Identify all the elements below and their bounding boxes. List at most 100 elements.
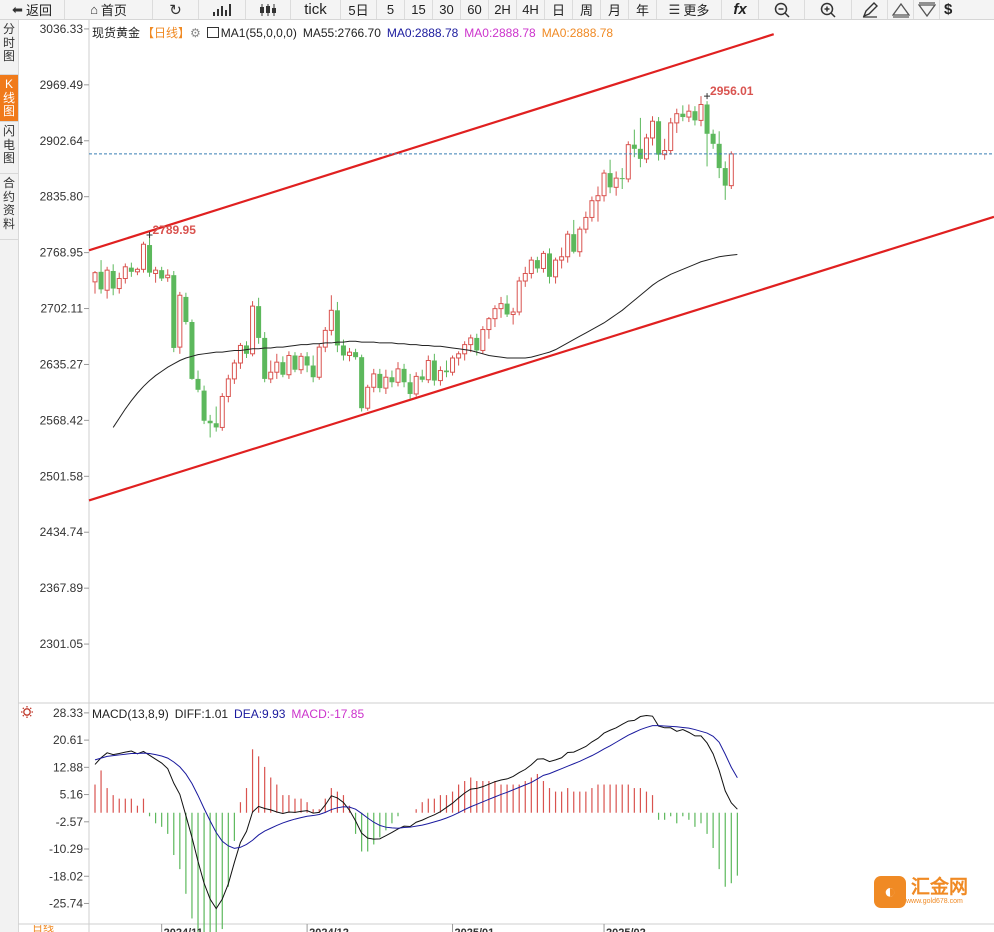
candle-body-up bbox=[395, 368, 401, 383]
candle-body-up bbox=[425, 360, 431, 381]
triangle-up-icon bbox=[891, 2, 910, 18]
back-button[interactable]: ⬅ 返回 bbox=[0, 0, 65, 19]
candle-body-down bbox=[704, 104, 710, 134]
triangle-down-button[interactable] bbox=[914, 0, 940, 19]
macd-tick-label: 12.88 bbox=[53, 760, 83, 774]
candle-body-down bbox=[256, 306, 262, 338]
price-tick-label: 2635.27 bbox=[40, 357, 84, 371]
watermark-name: 汇金网 bbox=[911, 877, 969, 898]
candle-body-up bbox=[492, 308, 498, 320]
candle-body-down bbox=[619, 178, 625, 180]
period-4h[interactable]: 4H bbox=[517, 0, 545, 19]
macd-params: MACD(13,8,9) bbox=[92, 707, 169, 721]
candle-body-up bbox=[643, 137, 649, 160]
macd-tick-label: -18.02 bbox=[49, 869, 83, 883]
candle-body-down bbox=[159, 270, 165, 279]
period-30min[interactable]: 30 bbox=[433, 0, 461, 19]
draw-pen-button[interactable] bbox=[852, 0, 888, 19]
candle-body-up bbox=[177, 294, 183, 348]
macd-settings-icon[interactable] bbox=[21, 706, 33, 718]
price-y-ticks: 3036.33 2969.49 2902.64 2835.80 2768.95 2702.… bbox=[40, 22, 84, 651]
candle-body-down bbox=[534, 260, 540, 269]
candle-body-up bbox=[595, 195, 601, 202]
period-month[interactable]: 月 bbox=[601, 0, 629, 19]
candle-body-up bbox=[316, 346, 322, 378]
macd-legend: MACD(13,8,9) DIFF:1.01 DEA:9.93 MACD:-17… bbox=[92, 707, 370, 721]
candle-body-up bbox=[286, 354, 292, 376]
macd-dea-value: DEA:9.93 bbox=[234, 707, 286, 721]
candle-body-up bbox=[450, 357, 456, 373]
price-grid bbox=[84, 28, 89, 645]
candle-body-up bbox=[698, 103, 704, 121]
candle-body-up bbox=[662, 150, 668, 156]
candle-body-up bbox=[686, 110, 692, 118]
candle-body-up bbox=[140, 243, 146, 270]
period-year[interactable]: 年 bbox=[629, 0, 657, 19]
macd-tick-label: 28.33 bbox=[53, 706, 83, 720]
candle-body-up bbox=[237, 344, 243, 364]
price-tick-label: 2835.80 bbox=[40, 190, 84, 204]
candle-body-up bbox=[231, 362, 237, 380]
indicator-settings-icon[interactable]: ⚙ bbox=[190, 25, 201, 40]
period-2h[interactable]: 2H bbox=[489, 0, 517, 19]
period-week[interactable]: 周 bbox=[573, 0, 601, 19]
period-5min[interactable]: 5 bbox=[377, 0, 405, 19]
formula-button[interactable]: fx bbox=[722, 0, 759, 19]
ma-indicator-icon[interactable] bbox=[206, 27, 219, 38]
candlestick-button[interactable] bbox=[246, 0, 291, 19]
candle-body-up bbox=[728, 153, 734, 187]
period-60min[interactable]: 60 bbox=[461, 0, 489, 19]
tab-kline[interactable]: K线图 bbox=[0, 75, 18, 122]
tab-contract-info[interactable]: 合约资料 bbox=[0, 174, 18, 240]
truncated-toolbar-button[interactable]: $ bbox=[944, 1, 953, 18]
price-tick-label: 2902.64 bbox=[40, 134, 84, 148]
candle-body-up bbox=[601, 172, 607, 197]
period-5d[interactable]: 5日 bbox=[341, 0, 377, 19]
candle-body-up bbox=[383, 376, 389, 389]
candle-body-down bbox=[213, 423, 219, 428]
candle-body-down bbox=[571, 234, 577, 252]
zoom-out-button[interactable] bbox=[759, 0, 805, 19]
candle-body-up bbox=[522, 272, 528, 282]
candle-body-up bbox=[516, 280, 522, 313]
tab-timeshare[interactable]: 分时图 bbox=[0, 20, 18, 75]
period-day[interactable]: 日 bbox=[545, 0, 573, 19]
candle-body-down bbox=[631, 144, 637, 149]
tab-flash-chart[interactable]: 闪电图 bbox=[0, 122, 18, 174]
candle-body-up bbox=[328, 309, 334, 331]
candle-body-down bbox=[207, 420, 213, 424]
period-label: 【日线】 bbox=[142, 26, 191, 40]
bar-chart-button[interactable] bbox=[199, 0, 246, 19]
candle-body-up bbox=[437, 370, 443, 382]
candle-body-up bbox=[510, 311, 516, 315]
macd-diff-value: DIFF:1.01 bbox=[174, 707, 229, 721]
price-annotations: 2789.95 2956.01 bbox=[146, 84, 754, 239]
candle-body-down bbox=[710, 133, 716, 144]
candle-body-down bbox=[280, 362, 286, 375]
date-axis-labels: 2024/11 2024/12 2025/01 2025/02 bbox=[161, 924, 646, 932]
macd-lines bbox=[94, 714, 738, 910]
candle-body-up bbox=[413, 375, 419, 395]
candle-body-up bbox=[268, 371, 274, 380]
more-button[interactable]: ☰ 更多 bbox=[657, 0, 722, 19]
period-15min[interactable]: 15 bbox=[405, 0, 433, 19]
candle-body-down bbox=[334, 310, 340, 346]
date-tick-label: 2025/02 bbox=[606, 927, 646, 932]
zoom-in-button[interactable] bbox=[805, 0, 852, 19]
candle-body-down bbox=[547, 253, 552, 277]
candle-body-up bbox=[371, 373, 377, 388]
candle-body-up bbox=[498, 303, 504, 310]
candle-body-down bbox=[722, 168, 728, 186]
candle-body-up bbox=[104, 269, 110, 291]
menu-icon: ☰ bbox=[668, 1, 681, 17]
triangle-up-button[interactable] bbox=[888, 0, 914, 19]
home-button[interactable]: ⌂ 首页 bbox=[65, 0, 153, 19]
tick-button[interactable]: tick bbox=[291, 0, 341, 19]
candle-body-down bbox=[401, 368, 407, 383]
date-tick-label: 2025/01 bbox=[455, 927, 495, 932]
candle-body-up bbox=[134, 268, 140, 273]
ma55-polyline bbox=[112, 254, 738, 428]
trend-channel bbox=[88, 33, 994, 502]
candle-body-up bbox=[165, 274, 171, 279]
refresh-button[interactable]: ↻ bbox=[153, 0, 199, 19]
